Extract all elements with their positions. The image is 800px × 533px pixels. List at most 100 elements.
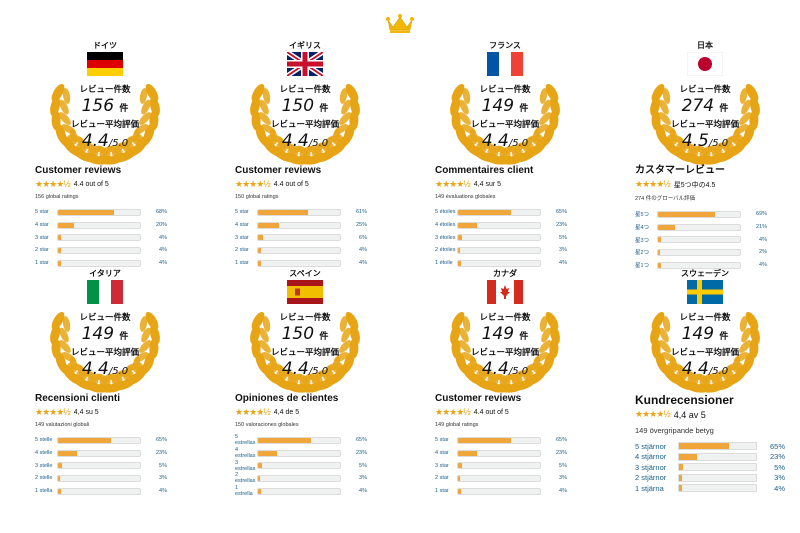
histogram-track xyxy=(57,462,141,470)
histogram-row[interactable]: 3 star 4% xyxy=(35,231,185,244)
histogram-label: 5 stjärnor xyxy=(635,441,667,451)
panel-spain: スペイン レビュー件数 150 件 レビュー平均評価 4.4/5.0 Opini… xyxy=(230,268,405,497)
histogram-fill xyxy=(58,450,77,456)
histogram-row[interactable]: 2 étoiles 3% xyxy=(435,244,585,257)
histogram-row[interactable]: 5 star 65% xyxy=(435,434,585,447)
histogram-track xyxy=(657,248,741,256)
histogram-track xyxy=(257,487,341,495)
histogram-row[interactable]: 5 star 61% xyxy=(235,206,385,219)
rating-histogram: 5 star 61% 4 star 25% 3 star 6% 2 star 4% 1 star… xyxy=(235,206,385,269)
histogram-row[interactable]: 1 star 4% xyxy=(35,257,185,270)
histogram-row[interactable]: 5 étoiles 65% xyxy=(435,206,585,219)
reviews-heading: Recensioni clienti xyxy=(35,393,121,404)
histogram-row[interactable]: 3 étoiles 5% xyxy=(435,231,585,244)
histogram-row[interactable]: 星1つ 4% xyxy=(635,259,785,272)
histogram-row[interactable]: 4 star 23% xyxy=(435,447,585,460)
histogram-row[interactable]: 4 star 20% xyxy=(35,219,185,232)
histogram-row[interactable]: 5 star 68% xyxy=(35,206,185,219)
histogram-row[interactable]: 3 star 5% xyxy=(435,459,585,472)
histogram-row[interactable]: 1 star 4% xyxy=(435,485,585,498)
histogram-track xyxy=(457,208,541,216)
flag-canada-icon xyxy=(487,280,523,304)
histogram-row[interactable]: 1 stjärna 4% xyxy=(635,483,785,494)
histogram-track xyxy=(57,487,141,495)
laurel-wreath-icon xyxy=(50,311,160,393)
histogram-row[interactable]: 3 stjärnor 5% xyxy=(635,462,785,473)
histogram-row[interactable]: 4 stjärnor 23% xyxy=(635,452,785,463)
average-rating: 4.4/5.0 xyxy=(481,131,529,151)
histogram-track xyxy=(678,484,758,493)
histogram-row[interactable]: 星4つ 21% xyxy=(635,221,785,234)
histogram-fill xyxy=(58,247,62,253)
rating-histogram: 5 stelle 65% 4 stelle 23% 3 stelle 5% 2 stelle… xyxy=(35,434,185,497)
rating-text[interactable]: 4.4 out of 5 xyxy=(473,409,509,416)
rating-text[interactable]: 4,4 sur 5 xyxy=(473,181,502,188)
histogram-row[interactable]: 2 star 4% xyxy=(235,244,385,257)
review-count: 149 件 xyxy=(681,324,729,344)
histogram-row[interactable]: 1 étoile 4% xyxy=(435,257,585,270)
histogram-row[interactable]: 4 stelle 23% xyxy=(35,447,185,460)
histogram-row[interactable]: 5 estrellas 65% xyxy=(235,434,385,447)
histogram-row[interactable]: 3 star 6% xyxy=(235,231,385,244)
histogram-percent: 4% xyxy=(759,262,767,269)
histogram-track xyxy=(257,449,341,457)
histogram-track xyxy=(678,442,758,451)
histogram-label: 1 star xyxy=(435,488,449,495)
histogram-row[interactable]: 5 stelle 65% xyxy=(35,434,185,447)
histogram-row[interactable]: 4 star 25% xyxy=(235,219,385,232)
rating-text[interactable]: 4,4 su 5 xyxy=(73,409,99,416)
laurel-wreath-icon xyxy=(250,83,360,165)
histogram-fill xyxy=(58,235,62,241)
histogram-fill xyxy=(258,475,261,481)
rating-text[interactable]: 4,4 de 5 xyxy=(273,409,300,416)
histogram-track xyxy=(257,221,341,229)
histogram-fill xyxy=(458,235,463,241)
global-ratings: 150 global ratings xyxy=(235,194,279,200)
histogram-row[interactable]: 星2つ 2% xyxy=(635,246,785,259)
flag-italy-icon xyxy=(87,280,123,304)
histogram-label: 星4つ xyxy=(635,225,650,232)
country-name: スペイン xyxy=(289,269,321,278)
histogram-row[interactable]: 星3つ 4% xyxy=(635,233,785,246)
histogram-row[interactable]: 星5つ 69% xyxy=(635,208,785,221)
medal-stats: レビュー件数 149 件 レビュー平均評価 4.4/5.0 xyxy=(30,312,180,382)
histogram-row[interactable]: 2 estrellas 3% xyxy=(235,472,385,485)
histogram-label: 5 star xyxy=(35,209,49,216)
review-count: 149 件 xyxy=(481,324,529,344)
histogram-row[interactable]: 2 star 3% xyxy=(435,472,585,485)
histogram-fill xyxy=(458,260,462,266)
rating-text[interactable]: 4.4 out of 5 xyxy=(73,181,109,188)
histogram-percent: 6% xyxy=(359,234,367,241)
histogram-percent: 4% xyxy=(559,488,567,495)
rating-text[interactable]: 4,4 av 5 xyxy=(673,409,706,420)
histogram-row[interactable]: 1 estrella 4% xyxy=(235,485,385,498)
histogram-row[interactable]: 2 stelle 3% xyxy=(35,472,185,485)
histogram-label: 3 estrellas xyxy=(235,459,256,472)
histogram-row[interactable]: 3 estrellas 5% xyxy=(235,459,385,472)
average-rating: 4.4/5.0 xyxy=(481,359,529,379)
histogram-row[interactable]: 2 stjärnor 3% xyxy=(635,473,785,484)
histogram-row[interactable]: 4 estrellas 23% xyxy=(235,447,385,460)
histogram-label: 1 stjärna xyxy=(635,483,664,493)
histogram-track xyxy=(678,473,758,482)
histogram-percent: 23% xyxy=(555,450,567,457)
histogram-percent: 4% xyxy=(774,483,785,493)
average-rating: 4.4/5.0 xyxy=(681,359,729,379)
histogram-fill xyxy=(58,475,61,481)
histogram-track xyxy=(57,234,141,242)
histogram-row[interactable]: 3 stelle 5% xyxy=(35,459,185,472)
rating-text[interactable]: 4.4 out of 5 xyxy=(273,181,309,188)
histogram-row[interactable]: 1 stella 4% xyxy=(35,485,185,498)
global-ratings: 149 global ratings xyxy=(435,422,479,428)
rating-text[interactable]: 星5つ中の4.5 xyxy=(673,181,716,189)
histogram-row[interactable]: 5 stjärnor 65% xyxy=(635,441,785,452)
histogram-fill xyxy=(258,488,262,494)
avg-label: レビュー平均評価 xyxy=(270,120,339,130)
histogram-fill xyxy=(258,209,309,215)
country-name: イギリス xyxy=(289,41,321,50)
histogram-row[interactable]: 1 star 4% xyxy=(235,257,385,270)
histogram-row[interactable]: 4 étoiles 23% xyxy=(435,219,585,232)
histogram-row[interactable]: 2 star 4% xyxy=(35,244,185,257)
rating-histogram: 星5つ 69% 星4つ 21% 星3つ 4% 星2つ 2% 星1つ 4% xyxy=(635,208,785,271)
count-label: レビュー件数 xyxy=(479,85,531,95)
